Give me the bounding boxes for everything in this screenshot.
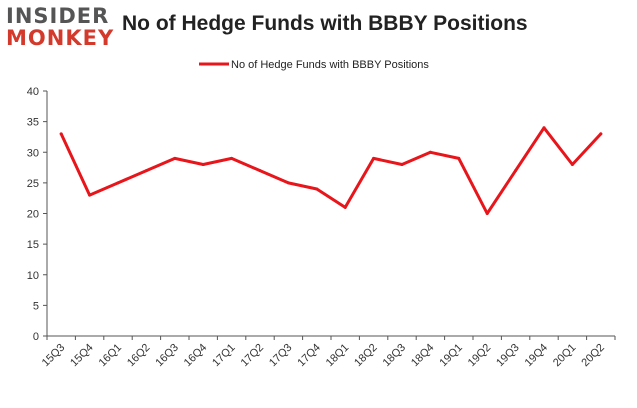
data-point	[599, 132, 603, 136]
x-tick-label: 19Q1	[437, 342, 465, 370]
logo-text-bottom: MONKEY	[6, 26, 115, 50]
data-point	[116, 181, 120, 185]
data-point	[372, 156, 376, 160]
y-tick-label: 35	[27, 117, 39, 129]
y-tick-label: 20	[27, 209, 39, 221]
legend: No of Hedge Funds with BBBY Positions	[199, 59, 429, 71]
data-point	[144, 169, 148, 173]
y-tick-label: 40	[27, 86, 39, 98]
data-point	[457, 156, 461, 160]
data-point	[315, 187, 319, 191]
x-tick-label: 18Q4	[409, 342, 437, 370]
y-tick-label: 15	[27, 239, 39, 251]
data-point	[514, 169, 518, 173]
data-point	[173, 156, 177, 160]
data-point	[485, 212, 489, 215]
x-tick-label: 17Q1	[210, 342, 238, 370]
legend-label: No of Hedge Funds with BBBY Positions	[231, 59, 429, 71]
x-tick-label: 18Q3	[381, 342, 409, 370]
x-tick-label: 20Q2	[579, 342, 607, 370]
data-point	[400, 163, 404, 166]
y-tick-label: 30	[27, 147, 39, 159]
x-tick-label: 18Q2	[352, 342, 380, 370]
x-tick-label: 15Q3	[40, 342, 68, 370]
x-tick-label: 20Q1	[551, 342, 579, 370]
x-tick-label: 17Q2	[239, 342, 267, 370]
logo-text-top: INSIDER	[6, 4, 110, 28]
insider-monkey-logo: INSIDER MONKEY	[6, 4, 118, 54]
x-tick-label: 17Q3	[267, 342, 295, 370]
x-axis: 15Q3 15Q4 16Q1 16Q2 16Q3 16Q4 17Q1 17Q2 17Q3 17Q4…	[40, 335, 616, 370]
data-point	[230, 156, 234, 160]
x-tick-label: 19Q2	[466, 342, 494, 370]
x-tick-label: 16Q3	[153, 342, 181, 370]
y-tick-label: 10	[27, 270, 39, 282]
y-tick-label: 0	[33, 331, 39, 343]
data-point	[428, 150, 432, 154]
x-tick-label: 16Q1	[97, 342, 125, 370]
x-tick-label: 19Q4	[523, 342, 551, 370]
data-point	[286, 181, 290, 185]
y-axis: 0 5 10 15 20 25 30 35 40	[27, 86, 48, 343]
data-point	[343, 205, 347, 209]
data-point	[570, 163, 574, 166]
plot-area	[59, 126, 603, 215]
series-line	[59, 126, 603, 215]
x-tick-label: 19Q3	[494, 342, 522, 370]
data-point	[201, 163, 205, 166]
data-point	[88, 193, 92, 197]
x-tick-label: 16Q2	[125, 342, 153, 370]
y-tick-label: 25	[27, 178, 39, 190]
x-tick-label: 15Q4	[68, 342, 96, 370]
data-point	[59, 132, 63, 136]
x-tick-label: 18Q1	[324, 342, 352, 370]
chart-title: No of Hedge Funds with BBBY Positions	[122, 12, 528, 35]
data-point	[542, 126, 546, 130]
data-point	[258, 169, 262, 173]
y-tick-label: 5	[33, 300, 39, 312]
x-tick-label: 17Q4	[295, 342, 323, 370]
x-tick-label: 16Q4	[182, 342, 210, 370]
